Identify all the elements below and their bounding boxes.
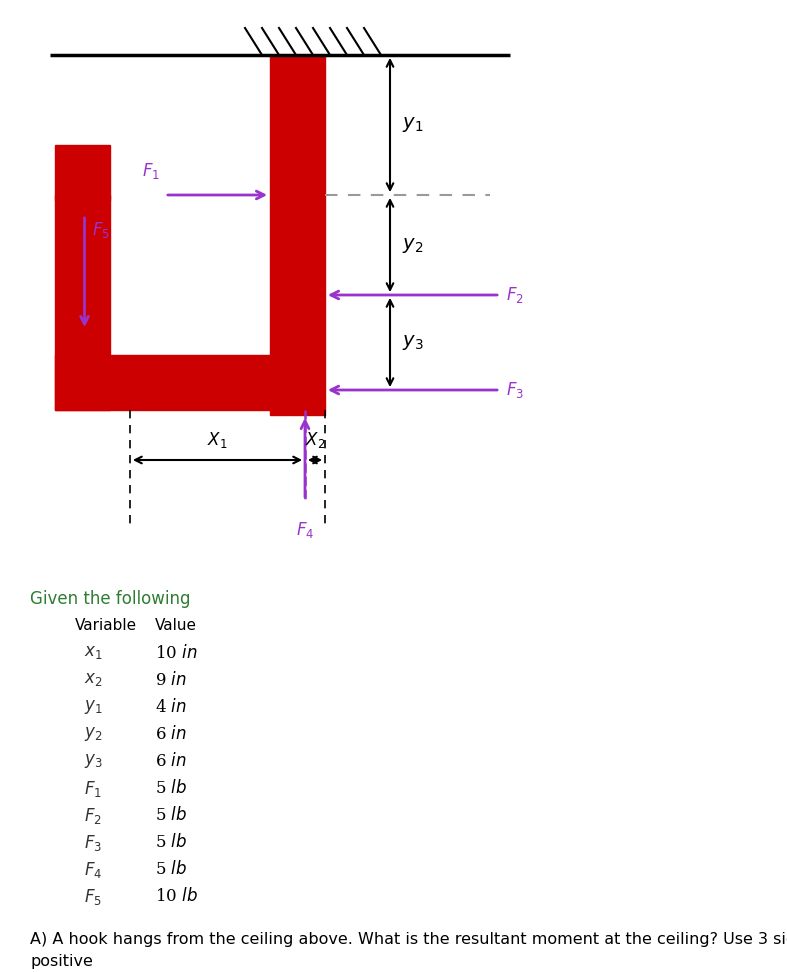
Bar — [55, 355, 270, 410]
Text: $F_2$: $F_2$ — [84, 806, 102, 826]
Text: 4 $\it{in}$: 4 $\it{in}$ — [155, 698, 187, 716]
Text: Value: Value — [155, 618, 197, 633]
Text: 5 $\it{lb}$: 5 $\it{lb}$ — [155, 833, 187, 851]
Text: 5 $\it{lb}$: 5 $\it{lb}$ — [155, 806, 187, 824]
Text: Variable: Variable — [75, 618, 137, 633]
Bar — [270, 55, 325, 415]
Bar — [55, 195, 110, 410]
Text: $x_2$: $x_2$ — [83, 671, 102, 688]
Text: $X_2$: $X_2$ — [305, 430, 325, 450]
Text: $F_3$: $F_3$ — [506, 380, 524, 400]
Text: 10 $\it{lb}$: 10 $\it{lb}$ — [155, 887, 198, 905]
Text: $y_3$: $y_3$ — [402, 333, 423, 352]
Text: $y_2$: $y_2$ — [83, 725, 102, 743]
Text: positive: positive — [30, 954, 93, 969]
Text: $F_3$: $F_3$ — [84, 833, 102, 853]
Text: A) A hook hangs from the ceiling above. What is the resultant moment at the ceil: A) A hook hangs from the ceiling above. … — [30, 932, 787, 947]
Text: $F_5$: $F_5$ — [93, 220, 110, 240]
Text: $F_1$: $F_1$ — [142, 161, 160, 181]
Text: $y_2$: $y_2$ — [402, 235, 423, 255]
Text: $F_5$: $F_5$ — [84, 887, 102, 907]
Text: $x_1$: $x_1$ — [83, 644, 102, 661]
Text: Given the following: Given the following — [30, 590, 190, 608]
Text: 5 $\it{lb}$: 5 $\it{lb}$ — [155, 779, 187, 797]
Text: 6 $\it{in}$: 6 $\it{in}$ — [155, 725, 187, 743]
Text: 6 $\it{in}$: 6 $\it{in}$ — [155, 752, 187, 770]
Text: $y_1$: $y_1$ — [402, 116, 423, 134]
Text: $F_2$: $F_2$ — [506, 285, 524, 305]
Text: 5 $\it{lb}$: 5 $\it{lb}$ — [155, 860, 187, 878]
Text: 9 $\it{in}$: 9 $\it{in}$ — [155, 671, 187, 689]
Text: $F_4$: $F_4$ — [296, 520, 314, 540]
Text: $F_4$: $F_4$ — [84, 860, 102, 880]
Text: $X_1$: $X_1$ — [207, 430, 227, 450]
Text: $y_1$: $y_1$ — [83, 698, 102, 716]
Text: 10 $\it{in}$: 10 $\it{in}$ — [155, 644, 198, 662]
Bar — [55, 145, 110, 200]
Text: $F_1$: $F_1$ — [84, 779, 102, 799]
Text: $y_3$: $y_3$ — [83, 752, 102, 770]
